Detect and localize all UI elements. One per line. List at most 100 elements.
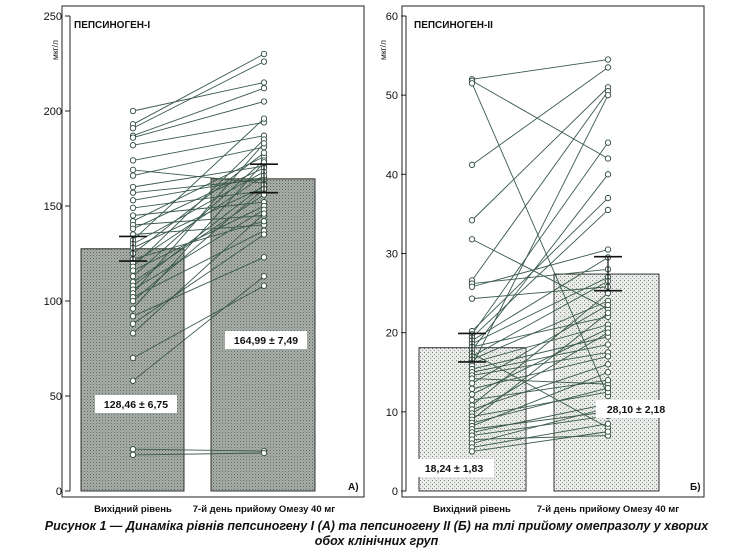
mean-label-a1-bg — [95, 395, 177, 413]
patient-line — [132, 135, 265, 161]
patient-line — [132, 209, 265, 290]
data-point — [468, 385, 476, 393]
y-tick-label: 200 — [44, 106, 62, 118]
data-point — [604, 301, 612, 309]
patient-line — [471, 344, 609, 373]
mean-label-b1: 18,24 ± 1,83 — [425, 463, 483, 475]
y-tick-label: 0 — [56, 486, 62, 498]
panel-b-title: ПЕПСИНОГЕН-ІІ — [414, 20, 493, 31]
patient-line — [132, 143, 265, 294]
mean-label-a1: 128,46 ± 6,75 — [104, 399, 168, 411]
patient-line — [471, 316, 609, 348]
data-point — [129, 297, 137, 305]
patient-line — [471, 276, 609, 345]
patient-line — [132, 452, 265, 456]
data-point — [129, 134, 137, 141]
patient-line — [471, 352, 609, 376]
caption-line-1: Рисунок 1 — Динаміка рівнів пепсиногену … — [44, 519, 709, 533]
data-point — [129, 212, 137, 219]
panel-a-errors — [119, 163, 278, 262]
patient-line — [471, 280, 609, 357]
patient-line — [471, 391, 609, 418]
patient-line — [132, 448, 265, 452]
data-point — [604, 246, 612, 253]
mean-label-a2-bg — [225, 331, 307, 349]
patient-line — [471, 86, 609, 221]
data-point — [604, 369, 612, 376]
data-point — [129, 166, 137, 174]
patient-line — [471, 332, 609, 414]
patient-line — [132, 285, 265, 359]
mean-label-b2-bg — [596, 400, 676, 418]
patient-line — [471, 304, 609, 384]
data-point — [260, 115, 268, 122]
data-point — [604, 194, 612, 202]
y-tick-label: 10 — [386, 407, 398, 419]
y-tick-label: 50 — [386, 90, 398, 102]
data-point — [604, 155, 612, 162]
data-point — [604, 309, 612, 317]
patient-line — [132, 220, 265, 260]
patient-line — [471, 423, 609, 448]
panel-a-ylabel: мкг/л — [50, 40, 60, 60]
data-point — [129, 446, 137, 453]
data-point — [260, 140, 268, 147]
data-point — [129, 142, 137, 149]
data-point — [129, 183, 137, 191]
patient-line — [471, 257, 609, 341]
data-point — [129, 305, 137, 312]
data-point — [260, 98, 268, 105]
patient-line — [471, 83, 609, 397]
patient-line — [132, 53, 265, 125]
data-point — [129, 320, 137, 327]
y-tick-label: 150 — [44, 201, 62, 213]
data-point — [129, 313, 137, 320]
data-point — [129, 124, 137, 132]
data-point — [604, 377, 612, 384]
data-point — [468, 448, 476, 455]
panel-b-errors — [458, 255, 622, 363]
y-tick-label: 40 — [386, 169, 398, 181]
panel-b-xcat-2: 7-й день прийому Омезу 40 мг — [537, 504, 680, 515]
patient-line — [471, 379, 609, 401]
y-tick-label: 250 — [44, 11, 62, 23]
y-tick-label: 20 — [386, 328, 398, 340]
patient-line — [132, 101, 265, 139]
mean-label-b1-bg — [414, 459, 494, 477]
panel-b-value-labels: 18,24 ± 1,83 28,10 ± 2,18 — [414, 400, 676, 477]
patient-line — [132, 82, 265, 112]
data-point — [129, 451, 137, 459]
patient-line — [132, 156, 265, 222]
data-point — [604, 384, 612, 392]
panel-a-frame — [61, 5, 365, 498]
patient-line — [132, 188, 265, 302]
data-point — [129, 172, 137, 179]
patient-line — [471, 300, 609, 360]
data-point — [604, 171, 612, 178]
data-point — [129, 189, 137, 196]
patient-line — [132, 256, 265, 317]
panel-b-ylabel: мкг/л — [378, 40, 388, 60]
patient-line — [471, 90, 609, 281]
patient-line — [471, 435, 609, 440]
patient-line — [132, 224, 265, 235]
patient-line — [471, 59, 609, 80]
patient-line — [471, 94, 609, 367]
data-point — [604, 64, 612, 71]
patient-line — [471, 403, 609, 433]
patient-line — [132, 121, 265, 146]
data-point — [129, 107, 137, 115]
patient-line — [471, 407, 609, 444]
data-point — [129, 330, 137, 337]
patient-line — [132, 61, 265, 129]
y-tick-label: 0 — [392, 486, 398, 498]
patient-line — [471, 431, 609, 452]
patient-line — [132, 161, 265, 309]
patient-line — [132, 201, 265, 216]
patient-line — [471, 292, 609, 406]
data-point — [468, 80, 476, 87]
data-point — [468, 396, 476, 404]
mean-label-b2: 28,10 ± 2,18 — [607, 404, 665, 416]
figure-caption: Рисунок 1 — Динаміка рівнів пепсиногену … — [0, 519, 753, 549]
panel-a-title: ПЕПСИНОГЕН-І — [74, 20, 150, 31]
